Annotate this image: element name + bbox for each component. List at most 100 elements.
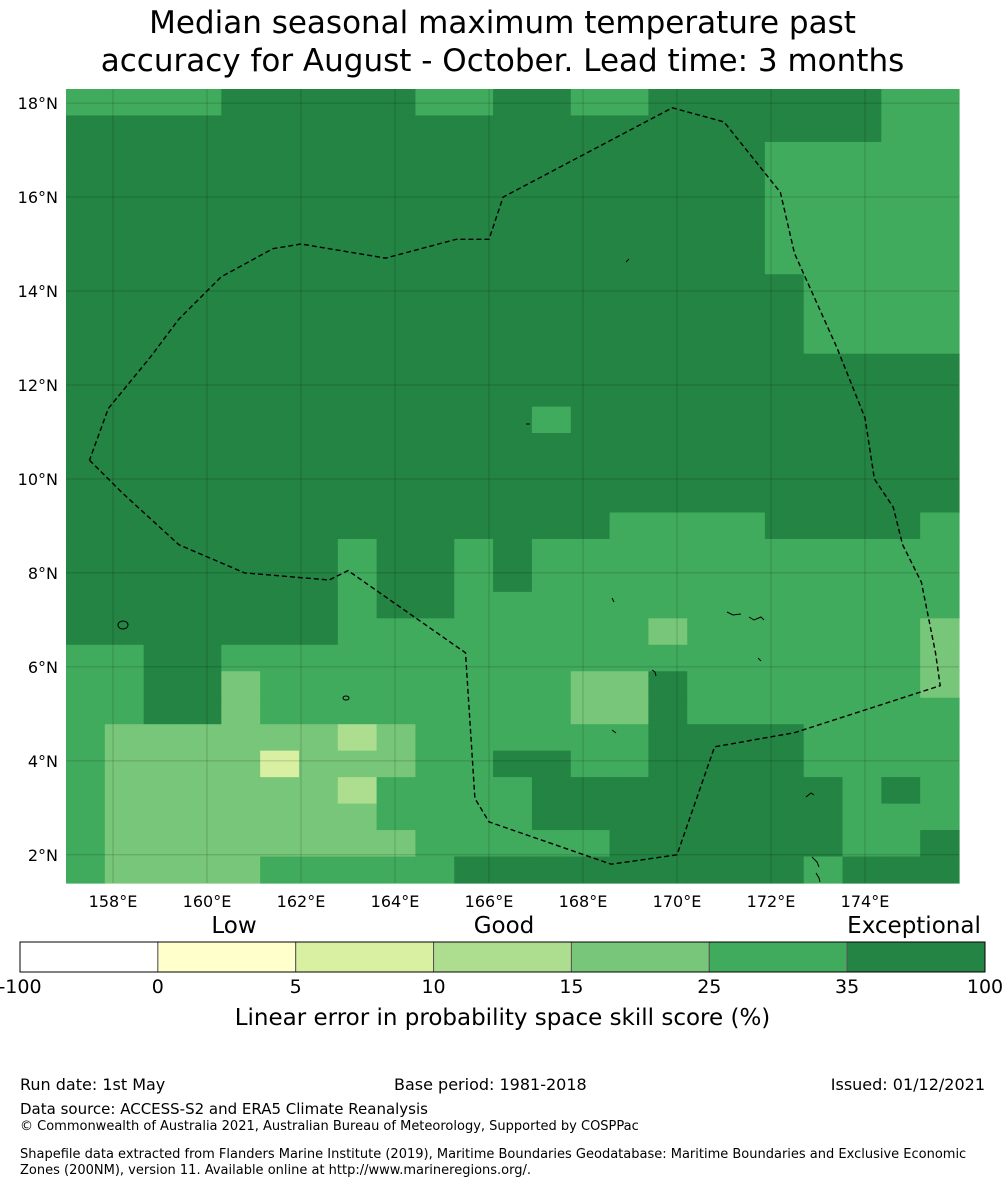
skill-cell [648, 644, 688, 672]
skill-cell [337, 380, 378, 408]
skill-cell [493, 380, 533, 408]
skill-cell [920, 644, 960, 672]
skill-cell [221, 141, 261, 169]
skill-cell [570, 538, 611, 566]
skill-cell [881, 538, 921, 566]
skill-cell [609, 115, 649, 143]
skill-cell [842, 750, 882, 778]
skill-cell [531, 803, 572, 831]
skill-cell [104, 671, 145, 699]
skill-cell [337, 247, 378, 275]
skill-cell [648, 724, 688, 752]
skill-cell [764, 591, 805, 619]
skill-cell [143, 274, 184, 302]
skill-cell [337, 591, 378, 619]
skill-cell [66, 856, 106, 884]
skill-cell [726, 380, 766, 408]
skill-cell [221, 115, 261, 143]
skill-cell [415, 750, 455, 778]
skill-cell [881, 591, 921, 619]
skill-cell [298, 353, 339, 381]
run-date: Run date: 1st May [20, 1075, 166, 1094]
skill-cell [376, 777, 417, 805]
skill-cell [182, 141, 222, 169]
skill-cell [648, 247, 688, 275]
skill-cell [881, 565, 921, 593]
skill-cell [415, 512, 455, 540]
skill-cell [104, 777, 145, 805]
skill-cell [66, 724, 106, 752]
skill-cell [570, 724, 611, 752]
longitude-tick-labels: 158°E 160°E 162°E 164°E 166°E 168°E 170°E 172°E… [89, 892, 890, 911]
skill-cell [143, 830, 184, 858]
skill-cell [609, 353, 649, 381]
skill-cell [531, 380, 572, 408]
skill-cell [570, 89, 611, 117]
skill-cell [726, 644, 766, 672]
skill-cell [104, 486, 145, 514]
skill-cell [376, 565, 417, 593]
skill-cell [881, 380, 921, 408]
skill-cell [415, 327, 455, 355]
skill-cell [376, 538, 417, 566]
skill-cell [570, 327, 611, 355]
skill-cell [842, 538, 882, 566]
skill-cell [920, 115, 960, 143]
skill-cell [920, 803, 960, 831]
skill-cell [842, 247, 882, 275]
longitude-tick-label: 162°E [277, 892, 326, 911]
skill-cell [803, 856, 844, 884]
island-outline [815, 872, 821, 883]
skill-cell [337, 671, 378, 699]
skill-cell [648, 300, 688, 328]
island-outline [117, 620, 129, 630]
skill-cell [376, 141, 417, 169]
skill-cell [842, 803, 882, 831]
skill-cell [842, 591, 882, 619]
skill-cell [687, 274, 727, 302]
skill-cell [415, 618, 455, 646]
skill-cell [454, 406, 494, 434]
skill-cell [920, 168, 960, 196]
skill-cell [609, 803, 649, 831]
skill-cell [221, 803, 261, 831]
skill-cell [454, 486, 494, 514]
skill-cell [376, 194, 417, 222]
skill-cell [260, 380, 300, 408]
skill-cell [182, 618, 222, 646]
skill-cell [415, 724, 455, 752]
skill-cell [454, 168, 494, 196]
skill-cell [609, 141, 649, 169]
skill-cell [221, 644, 261, 672]
skill-cell [376, 274, 417, 302]
skill-cell [764, 644, 805, 672]
skill-cell [648, 380, 688, 408]
skill-cell [687, 406, 727, 434]
skill-cell [570, 618, 611, 646]
skill-cell [493, 115, 533, 143]
skill-cell [726, 406, 766, 434]
skill-cell [609, 671, 649, 699]
skill-cell [298, 168, 339, 196]
skill-cell [260, 856, 300, 884]
skill-cell [143, 406, 184, 434]
skill-cell [920, 327, 960, 355]
skill-cell [493, 856, 533, 884]
skill-cell [920, 856, 960, 884]
skill-cell [920, 697, 960, 725]
skill-cell [221, 89, 261, 117]
skill-cell [415, 486, 455, 514]
skill-cell [687, 538, 727, 566]
skill-cell [609, 274, 649, 302]
skill-cell [920, 221, 960, 249]
skill-cell [143, 512, 184, 540]
skill-cell [648, 486, 688, 514]
skill-cell [104, 512, 145, 540]
skill-cell [842, 353, 882, 381]
skill-cell [842, 380, 882, 408]
skill-cell [143, 115, 184, 143]
skill-cell [221, 406, 261, 434]
skill-cell [493, 221, 533, 249]
skill-cell [920, 380, 960, 408]
skill-cell [920, 486, 960, 514]
